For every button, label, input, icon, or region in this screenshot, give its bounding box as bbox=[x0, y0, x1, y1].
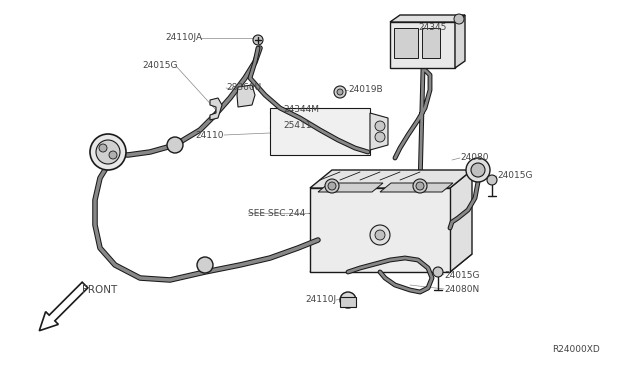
Circle shape bbox=[413, 179, 427, 193]
Polygon shape bbox=[390, 22, 455, 68]
Text: 24110J: 24110J bbox=[305, 295, 336, 305]
Circle shape bbox=[370, 225, 390, 245]
Circle shape bbox=[325, 179, 339, 193]
Polygon shape bbox=[310, 170, 472, 188]
Circle shape bbox=[466, 158, 490, 182]
Circle shape bbox=[375, 230, 385, 240]
Polygon shape bbox=[370, 113, 388, 150]
Circle shape bbox=[454, 14, 464, 24]
Circle shape bbox=[90, 134, 126, 170]
Circle shape bbox=[253, 35, 263, 45]
Circle shape bbox=[471, 163, 485, 177]
Text: 24015G: 24015G bbox=[143, 61, 178, 71]
Circle shape bbox=[328, 182, 336, 190]
Circle shape bbox=[375, 132, 385, 142]
Circle shape bbox=[334, 86, 346, 98]
Polygon shape bbox=[310, 188, 450, 272]
Circle shape bbox=[99, 144, 107, 152]
Text: 24080N: 24080N bbox=[444, 285, 479, 294]
Bar bbox=[270, 108, 370, 155]
Bar bbox=[422, 28, 440, 58]
Circle shape bbox=[340, 292, 356, 308]
Circle shape bbox=[375, 121, 385, 131]
Text: 24019B: 24019B bbox=[348, 86, 383, 94]
Polygon shape bbox=[450, 170, 472, 272]
Text: 24110: 24110 bbox=[195, 131, 224, 140]
Text: R24000XD: R24000XD bbox=[552, 346, 600, 355]
Circle shape bbox=[167, 137, 183, 153]
Circle shape bbox=[487, 175, 497, 185]
Text: FRONT: FRONT bbox=[82, 285, 117, 295]
Polygon shape bbox=[455, 15, 465, 68]
Circle shape bbox=[96, 140, 120, 164]
Bar bbox=[340, 297, 356, 307]
Circle shape bbox=[197, 257, 213, 273]
Text: 24344M: 24344M bbox=[283, 106, 319, 115]
Polygon shape bbox=[390, 15, 465, 22]
Circle shape bbox=[109, 151, 117, 159]
Polygon shape bbox=[318, 183, 383, 192]
Circle shape bbox=[337, 89, 343, 95]
Text: 24015G: 24015G bbox=[444, 270, 479, 279]
Text: 24345: 24345 bbox=[418, 23, 446, 32]
Text: 24080: 24080 bbox=[460, 154, 488, 163]
Polygon shape bbox=[237, 85, 255, 107]
Text: 24110JA: 24110JA bbox=[165, 33, 202, 42]
Text: 24015G: 24015G bbox=[497, 171, 532, 180]
FancyArrow shape bbox=[39, 282, 88, 331]
Text: SEE SEC.244: SEE SEC.244 bbox=[248, 208, 305, 218]
Polygon shape bbox=[210, 98, 222, 120]
Polygon shape bbox=[310, 254, 472, 272]
Circle shape bbox=[433, 267, 443, 277]
Bar bbox=[394, 28, 418, 58]
Text: 28360U: 28360U bbox=[226, 83, 261, 93]
Polygon shape bbox=[380, 183, 453, 192]
Text: 25411: 25411 bbox=[283, 122, 312, 131]
Circle shape bbox=[416, 182, 424, 190]
